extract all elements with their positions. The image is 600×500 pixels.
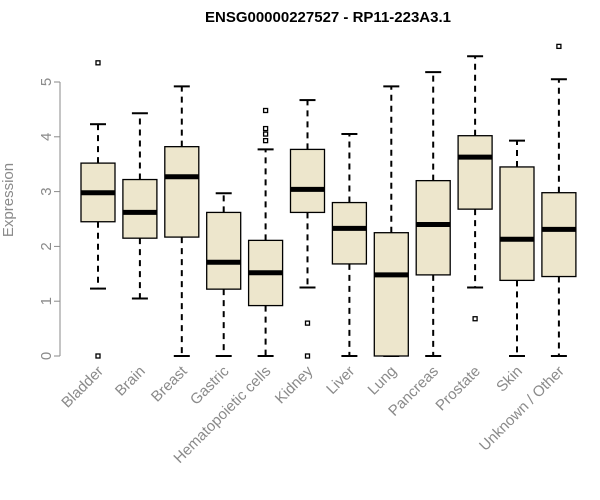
- box-group: [206, 192, 242, 357]
- box-iqr: [164, 146, 200, 238]
- outlier-point: [304, 353, 311, 359]
- x-category-label: Bladder: [58, 363, 107, 412]
- box-iqr: [373, 232, 409, 357]
- outlier-point: [262, 107, 269, 114]
- box-iqr: [122, 178, 158, 239]
- x-category-label: Brain: [112, 363, 149, 400]
- outlier-point: [262, 131, 269, 137]
- x-category-label: Prostate: [432, 363, 484, 415]
- box-group: [499, 139, 535, 357]
- outlier-point: [472, 316, 478, 322]
- box-iqr: [541, 192, 577, 278]
- y-axis: 0 1 2 3 4 5: [38, 78, 61, 360]
- x-category-label: Breast: [148, 362, 191, 405]
- chart-title: ENSG00000227527 - RP11-223A3.1: [205, 9, 451, 26]
- outlier-point: [95, 60, 101, 66]
- outlier-point: [262, 137, 269, 144]
- y-axis-label: Expression: [0, 163, 17, 237]
- box-group: [247, 107, 284, 357]
- box-group: [122, 112, 158, 300]
- outlier-point: [304, 320, 311, 326]
- box-group: [457, 55, 493, 322]
- y-tick-label: 2: [38, 242, 55, 250]
- box-group: [80, 60, 116, 359]
- box-iqr: [415, 179, 451, 276]
- x-category-label: Liver: [323, 363, 358, 398]
- y-tick-label: 4: [38, 133, 55, 141]
- outlier-point: [95, 353, 101, 359]
- outlier-point: [556, 43, 562, 50]
- box-group: [331, 133, 368, 357]
- box-group: [373, 85, 409, 357]
- box-iqr: [499, 166, 535, 282]
- box-series: [80, 43, 577, 359]
- box-iqr: [331, 201, 368, 265]
- y-tick-label: 5: [38, 78, 55, 86]
- outlier-point: [262, 125, 269, 132]
- box-group: [541, 43, 577, 357]
- box-group: [289, 99, 326, 359]
- x-category-label: Lung: [365, 363, 401, 399]
- box-iqr: [289, 148, 326, 214]
- box-group: [164, 85, 200, 357]
- y-tick-label: 0: [38, 352, 55, 360]
- box-iqr: [206, 211, 242, 290]
- x-category-label: Skin: [493, 363, 526, 396]
- y-tick-label: 3: [38, 187, 55, 195]
- box-group: [415, 71, 451, 357]
- x-category-label: Kidney: [272, 362, 317, 407]
- box-iqr: [457, 135, 493, 210]
- y-tick-label: 1: [38, 297, 55, 305]
